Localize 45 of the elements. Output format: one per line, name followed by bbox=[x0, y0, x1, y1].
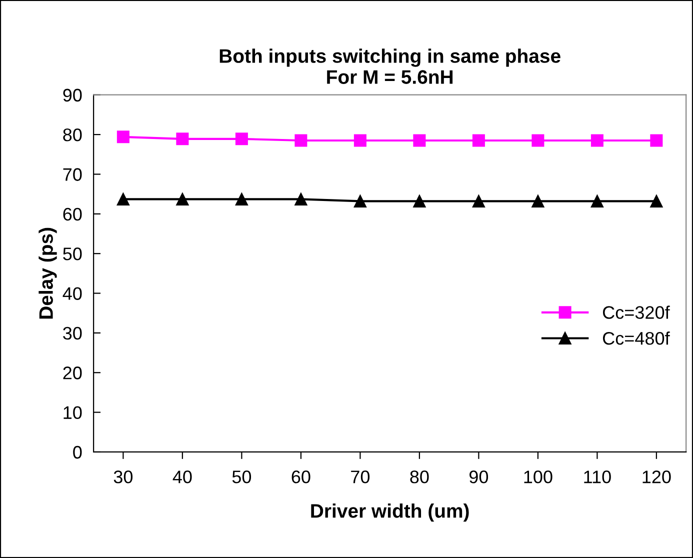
point bbox=[472, 194, 485, 208]
point bbox=[294, 192, 308, 206]
point bbox=[176, 192, 189, 206]
y-tick-label: 90 bbox=[63, 88, 82, 102]
y-tick-label: 70 bbox=[63, 168, 82, 181]
y-tick-label: 80 bbox=[63, 128, 82, 142]
point bbox=[472, 134, 485, 147]
point bbox=[294, 134, 308, 147]
x-tick-label: 80 bbox=[410, 470, 429, 484]
y-tick-label: 30 bbox=[63, 326, 82, 340]
point bbox=[650, 134, 663, 147]
x-tick-label: 110 bbox=[584, 470, 611, 484]
y-tick-label: 60 bbox=[63, 208, 82, 221]
point bbox=[116, 192, 130, 206]
point bbox=[176, 132, 189, 146]
chart-title: Both inputs switching in same phase For M = 5.6nH bbox=[220, 48, 560, 84]
legend-label: Cc=320f bbox=[602, 306, 670, 319]
y-tick-label: 10 bbox=[64, 406, 82, 420]
x-tick-label: 100 bbox=[524, 470, 552, 484]
point bbox=[532, 194, 544, 208]
x-axis-title: Driver width (um) bbox=[311, 504, 469, 522]
x-tick-label: 90 bbox=[469, 470, 488, 484]
x-tick-label: 70 bbox=[351, 470, 370, 484]
x-tick-label: 60 bbox=[292, 470, 310, 484]
point bbox=[650, 194, 663, 208]
y-tick-label: 40 bbox=[62, 287, 82, 300]
y-tick-label: 50 bbox=[63, 248, 82, 260]
x-tick-label: 30 bbox=[114, 470, 133, 484]
point bbox=[354, 194, 366, 208]
x-tick-label: 50 bbox=[232, 470, 252, 484]
point bbox=[590, 134, 604, 147]
y-axis-title: Delay (ps) bbox=[38, 228, 57, 319]
point bbox=[116, 130, 130, 144]
point bbox=[235, 192, 248, 206]
point bbox=[532, 134, 544, 147]
y-tick-label: 0 bbox=[73, 446, 82, 459]
legend-label: Cc=480f bbox=[602, 332, 670, 345]
point bbox=[590, 194, 604, 208]
point bbox=[413, 194, 426, 208]
y-tick-label: 20 bbox=[63, 366, 82, 380]
point bbox=[354, 134, 366, 147]
point bbox=[413, 134, 426, 147]
x-tick-label: 120 bbox=[642, 470, 671, 484]
x-tick-label: 40 bbox=[172, 470, 192, 484]
point bbox=[235, 132, 248, 146]
